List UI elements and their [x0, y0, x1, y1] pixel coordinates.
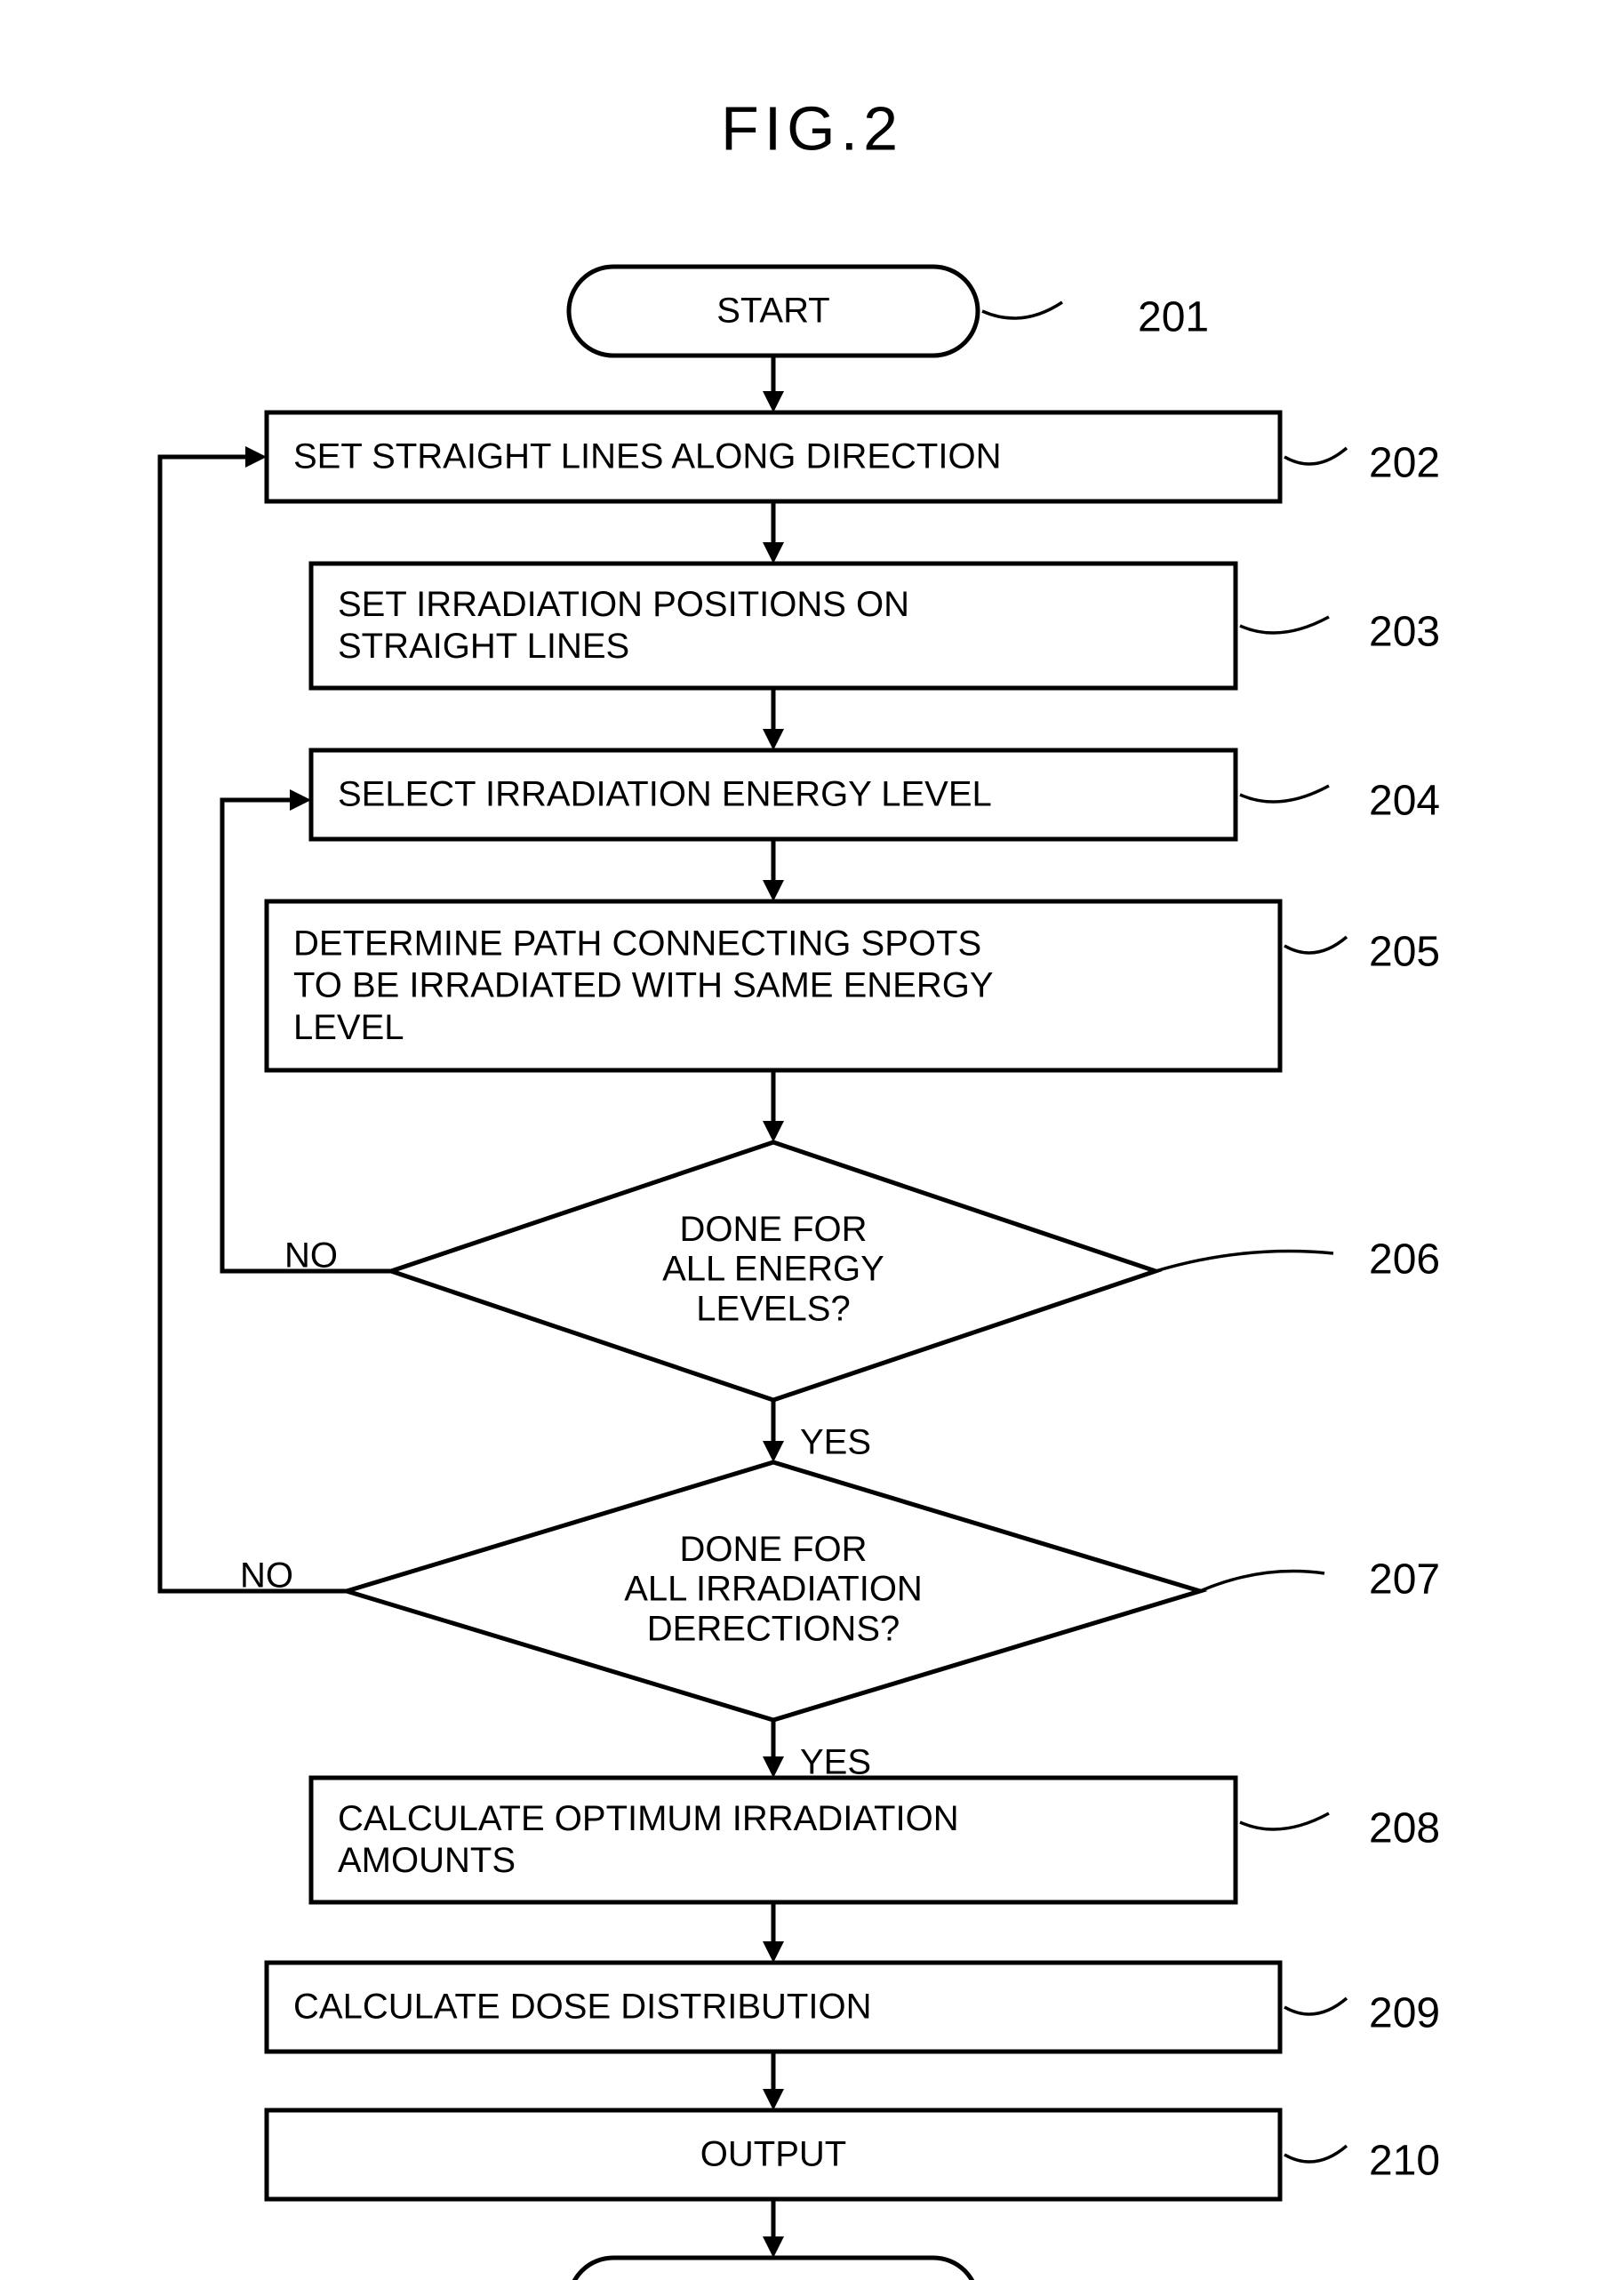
svg-text:201: 201: [1138, 294, 1209, 341]
svg-text:DERECTIONS?: DERECTIONS?: [647, 1609, 900, 1648]
svg-text:SELECT IRRADIATION ENERGY LEVE: SELECT IRRADIATION ENERGY LEVEL: [338, 775, 992, 814]
svg-text:209: 209: [1369, 1990, 1440, 2037]
svg-text:CALCULATE DOSE DISTRIBUTION: CALCULATE DOSE DISTRIBUTION: [293, 1988, 871, 2027]
svg-text:210: 210: [1369, 2138, 1440, 2185]
svg-text:STRAIGHT LINES: STRAIGHT LINES: [338, 627, 629, 666]
svg-text:SET IRRADIATION POSITIONS ON: SET IRRADIATION POSITIONS ON: [338, 585, 909, 624]
svg-text:208: 208: [1369, 1805, 1440, 1852]
svg-text:FIG.2: FIG.2: [721, 93, 903, 163]
svg-text:DONE FOR: DONE FOR: [679, 1210, 867, 1249]
svg-text:207: 207: [1369, 1556, 1440, 1604]
svg-text:ALL IRRADIATION: ALL IRRADIATION: [624, 1570, 923, 1609]
svg-text:LEVEL: LEVEL: [293, 1008, 404, 1047]
svg-text:AMOUNTS: AMOUNTS: [338, 1841, 516, 1880]
svg-text:203: 203: [1369, 609, 1440, 656]
svg-text:205: 205: [1369, 929, 1440, 976]
svg-text:DETERMINE PATH CONNECTING SPOT: DETERMINE PATH CONNECTING SPOTS: [293, 924, 981, 963]
svg-text:START: START: [716, 292, 829, 331]
svg-text:TO BE IRRADIATED WITH SAME ENE: TO BE IRRADIATED WITH SAME ENERGY: [293, 966, 994, 1005]
svg-text:YES: YES: [800, 1423, 871, 1462]
svg-text:LEVELS?: LEVELS?: [696, 1289, 850, 1328]
svg-text:ALL ENERGY: ALL ENERGY: [662, 1250, 884, 1289]
svg-text:SET STRAIGHT LINES ALONG DIREC: SET STRAIGHT LINES ALONG DIRECTION: [293, 437, 1001, 476]
svg-text:204: 204: [1369, 778, 1440, 825]
svg-text:OUTPUT: OUTPUT: [700, 2135, 846, 2174]
svg-text:202: 202: [1369, 440, 1440, 487]
svg-text:DONE FOR: DONE FOR: [679, 1530, 867, 1569]
svg-text:206: 206: [1369, 1236, 1440, 1284]
svg-text:CALCULATE OPTIMUM IRRADIATION: CALCULATE OPTIMUM IRRADIATION: [338, 1799, 959, 1838]
